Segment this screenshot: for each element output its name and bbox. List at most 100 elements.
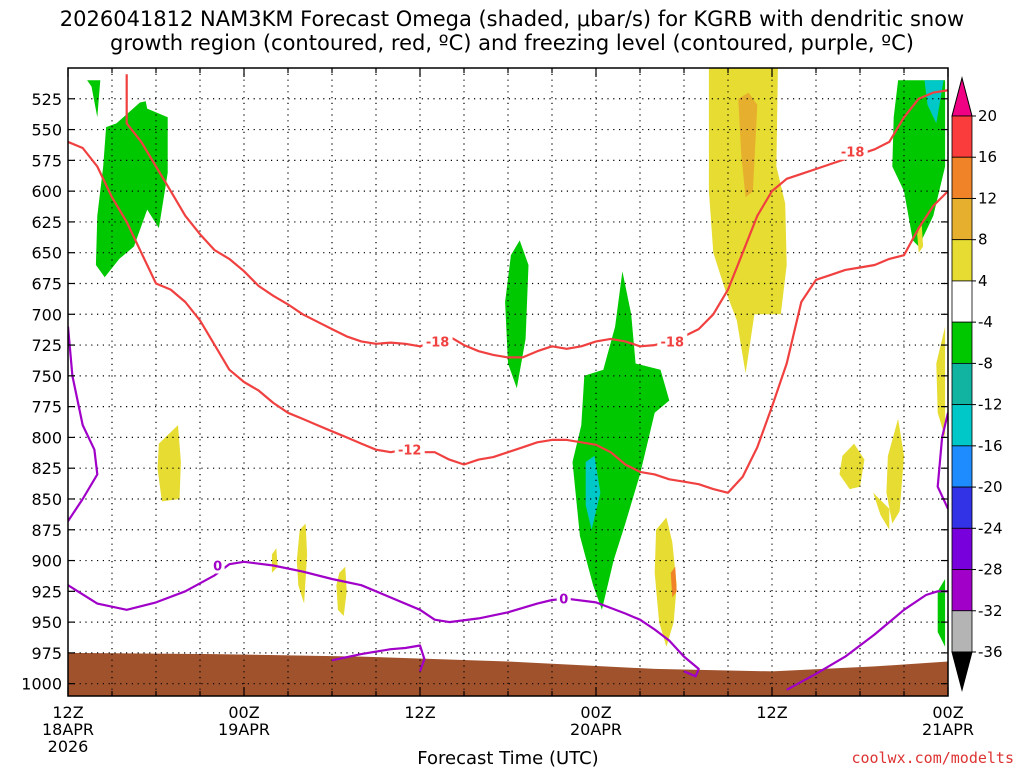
omega-area-3 [572,271,670,610]
y-tick-label: 825 [31,459,62,478]
x-tick-label: 00Z 19APR [218,703,270,739]
colorbar-top-arrow [951,76,973,117]
ground-layer [68,652,948,696]
colorbar-label: -32 [978,602,1003,620]
chart-title-line2: growth region (contoured, red, ºC) and f… [110,31,914,55]
y-tick-label: 975 [31,644,62,663]
y-tick-label: 925 [31,582,62,601]
colorbar-segment [951,569,973,612]
colorbar-label: -28 [978,561,1003,579]
omega-area-11 [296,523,308,604]
colorbar-label: -4 [978,313,993,331]
colorbar-segment [951,321,973,364]
y-tick-label: 525 [31,90,62,109]
colorbar-bottom-arrow [951,651,973,692]
omega-area-17 [873,492,890,530]
x-tick-label: 12Z 18APR 2026 [42,703,94,756]
omega-area-14 [839,443,865,490]
colorbar-segment [951,404,973,447]
colorbar-label: -12 [978,396,1003,414]
omega-area-20 [670,566,677,598]
x-tick-label: 00Z 20APR [570,703,622,739]
y-tick-label: 900 [31,552,62,571]
contour-label-bg [556,590,571,607]
contour-label-bg [394,441,425,458]
contour-label: -18 [661,335,685,350]
colorbar-segment [951,198,973,241]
colorbar-label: 4 [978,272,988,290]
colorbar-label: 8 [978,231,988,249]
contour-label: -12 [398,444,422,459]
x-axis-label: Forecast Time (UTC) [417,748,598,768]
colorbar-label: -24 [978,519,1003,537]
contour-lines: -18 -18 -18 -12 0 0 [68,74,948,691]
y-tick-label: 650 [31,244,62,263]
colorbar-label: -20 [978,478,1003,496]
y-tick-label: 625 [31,213,62,232]
y-tick-label: 575 [31,151,62,170]
omega-area-9 [157,425,181,502]
colorbar-label: 12 [978,189,997,207]
colorbar-segment [951,156,973,199]
colorbar-segment [951,115,973,158]
x-tick-label: 12Z [756,703,787,722]
contour-line-4 [68,326,99,522]
omega-area-13 [654,517,677,647]
contour-label-bg [210,557,225,574]
credit-text: coolwx.com/modelts [851,749,1014,767]
ground-fill [68,652,948,696]
omega-area-5 [937,579,946,647]
grid-lines [68,68,948,696]
x-tick-label: 12Z [404,703,435,722]
contour-label: -18 [841,146,865,161]
contour-label: -18 [426,335,450,350]
colorbar-label: 16 [978,148,997,166]
colorbar-label: -8 [978,354,993,372]
y-axis-ticks: 525 550 575 600 625 650 675 700 725 750 775 800 825 8… [21,90,948,694]
y-tick-label: 700 [31,305,62,324]
colorbar-label: -36 [978,643,1003,661]
y-tick-label: 875 [31,521,62,540]
y-tick-label: 950 [31,613,62,632]
omega-area-2 [505,240,529,389]
chart-title-line1: 2026041812 NAM3KM Forecast Omega (shaded… [60,7,964,31]
omega-area-0 [87,80,101,118]
y-tick-label: 775 [31,398,62,417]
y-tick-label: 550 [31,121,62,140]
contour-line-3 [331,644,426,672]
colorbar-segment [951,239,973,282]
omega-area-1 [95,101,168,278]
omega-area-18 [917,221,924,253]
contour-label: 0 [213,559,222,574]
colorbar-segment [951,486,973,529]
colorbar-label: -16 [978,437,1003,455]
y-tick-label: 850 [31,490,62,509]
colorbar-segment [951,362,973,406]
omega-area-4 [892,80,946,247]
colorbar-segment [951,445,973,488]
y-tick-label: 800 [31,428,62,447]
contour-label-bg [422,333,453,350]
y-tick-label: 600 [31,182,62,201]
colorbar-segment [951,527,973,570]
contour-label: 0 [559,593,568,608]
y-tick-label: 1000 [21,675,62,694]
colorbar-label: 20 [978,107,997,125]
colorbar: 20 16 12 8 4 -4 -8 -12 -16 -20 -24 -28 -32 -36 [951,76,1003,692]
omega-area-19 [738,92,758,198]
contour-line-2 [68,560,700,678]
contour-line-6 [936,412,948,510]
colorbar-segment [951,610,973,653]
omega-area-6 [585,455,601,530]
omega-area-16 [936,326,946,438]
omega-area-15 [886,418,904,524]
contour-line-0 [125,74,948,359]
contour-label-bg [837,143,868,160]
x-tick-label: 00Z 21APR [922,703,974,739]
colorbar-segment [951,280,973,323]
contour-label-bg [657,333,688,350]
y-tick-label: 750 [31,367,62,386]
contour-line-5 [786,590,948,691]
contour-line-1 [68,140,948,494]
